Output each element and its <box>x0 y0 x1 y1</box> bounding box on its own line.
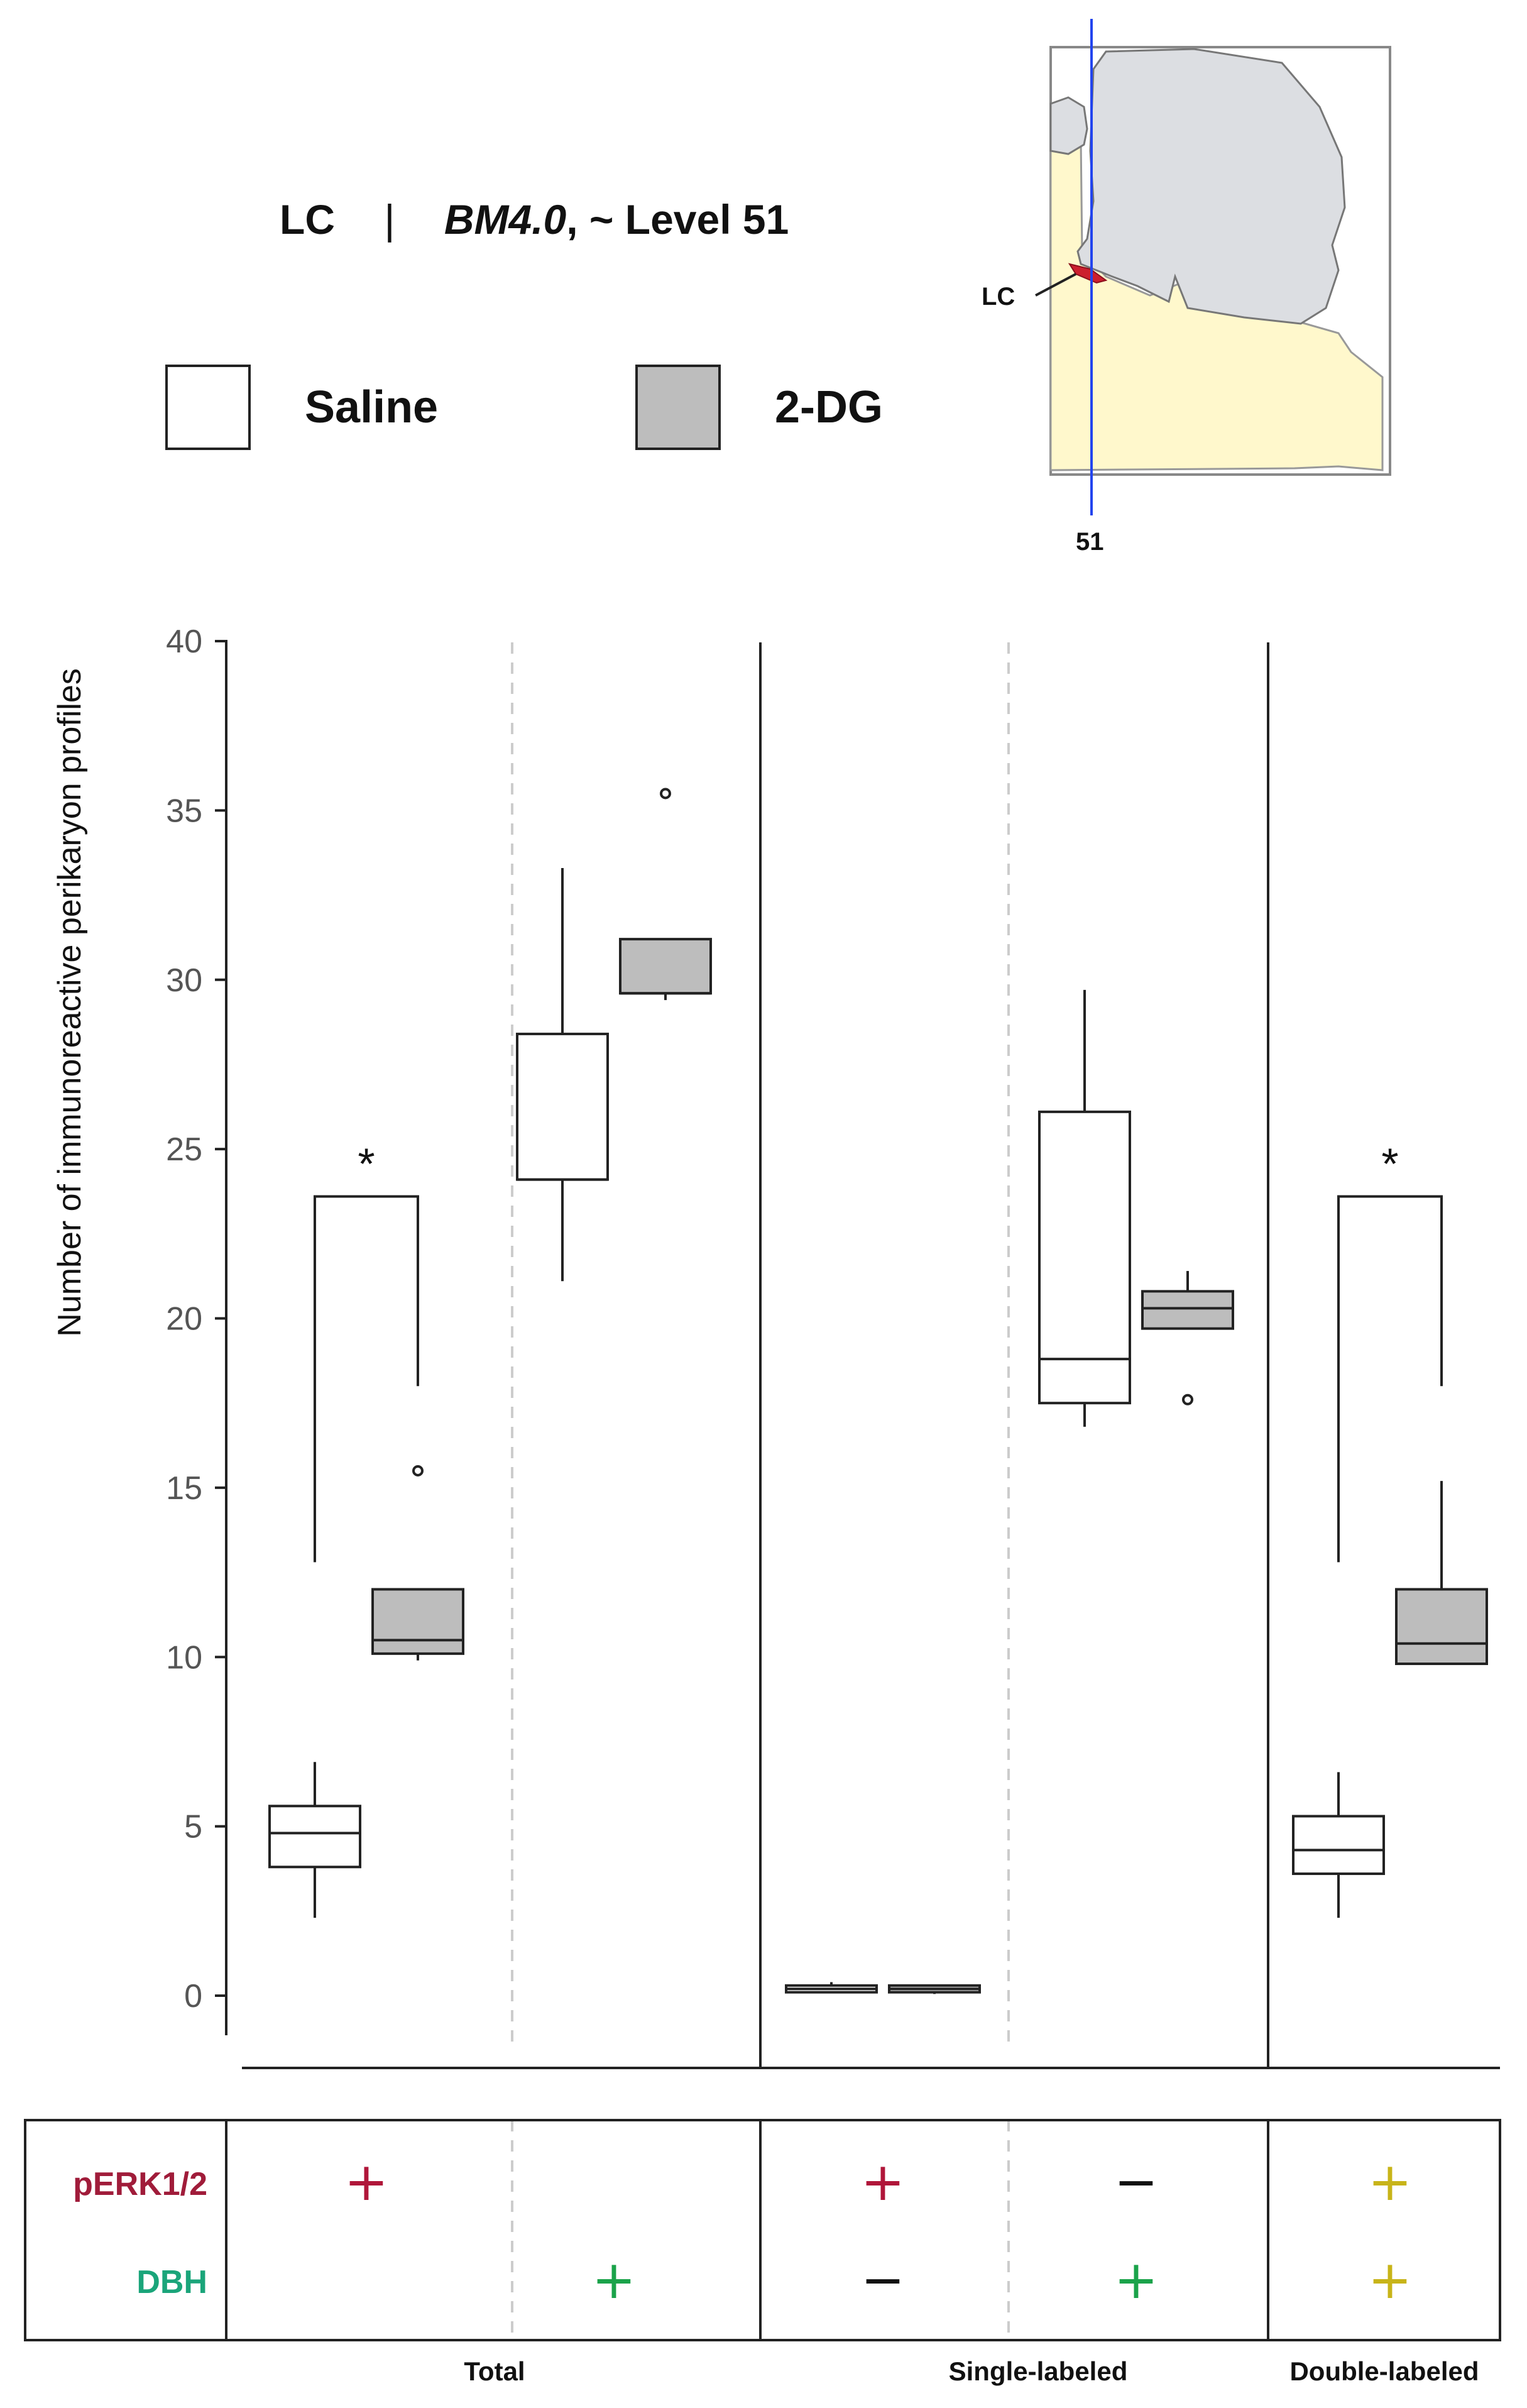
marker-sign: − <box>861 2249 905 2311</box>
outlier-point <box>412 1465 424 1476</box>
box-saline <box>1038 989 1131 1427</box>
significance-asterisk: * <box>358 1140 375 1189</box>
legend: Saline 2-DG <box>165 365 883 450</box>
box-2dg <box>888 1984 981 1994</box>
marker-sign: + <box>861 2151 905 2213</box>
group-label-total: Total <box>464 2356 525 2386</box>
marker-table-frame <box>24 2119 1501 2341</box>
inset-lc-pointer <box>1035 273 1076 297</box>
y-axis-label: Number of immunoreactive perikaryon prof… <box>52 668 88 1337</box>
box-2dg <box>371 1465 464 1661</box>
y-tick-label: 0 <box>184 1978 202 2015</box>
marker-sign: + <box>1114 2249 1158 2311</box>
header-atlas: BM4.0 <box>444 196 567 243</box>
marker-sign: + <box>592 2249 636 2311</box>
boxplot-chart: Number of immunoreactive perikaryon prof… <box>52 624 1500 2340</box>
group-label-single: Single-labeled <box>949 2356 1128 2386</box>
header-title: LC | BM4.0, ~ Level 51 <box>280 196 789 243</box>
box-iqr <box>516 1032 609 1181</box>
marker-sign: − <box>1114 2151 1158 2213</box>
y-axis: 0 5 10 15 20 25 30 35 40 <box>166 624 1500 2069</box>
header-separator: | <box>384 196 395 243</box>
inset-level-label: 51 <box>1076 528 1104 556</box>
significance-bracket <box>314 1195 419 1563</box>
inset-cerebellum <box>1076 48 1346 325</box>
box-iqr <box>1292 1815 1385 1876</box>
box-iqr <box>268 1805 361 1869</box>
box-saline <box>785 1982 878 1994</box>
header-level: , ~ Level 51 <box>566 196 789 243</box>
y-tick-label: 20 <box>166 1301 202 1338</box>
significance-bracket <box>1337 1195 1443 1563</box>
box-saline <box>1292 1772 1385 1918</box>
marker-cells: + + + − − + + + <box>344 2151 1412 2311</box>
boxes-layer <box>268 788 1488 1994</box>
box-iqr <box>1038 1110 1131 1405</box>
box-iqr <box>1141 1290 1234 1330</box>
header-region: LC <box>280 196 335 243</box>
outlier-point <box>660 788 671 800</box>
box-iqr <box>1395 1588 1488 1666</box>
inset-lc-label: LC <box>982 283 1015 311</box>
y-tick-label: 35 <box>166 793 202 829</box>
y-tick-label: 30 <box>166 962 202 999</box>
marker-sign: + <box>1368 2151 1412 2213</box>
legend-swatch-saline <box>165 365 251 450</box>
y-tick-label: 40 <box>166 624 202 660</box>
y-tick-label: 10 <box>166 1639 202 1676</box>
box-saline <box>268 1762 361 1918</box>
significance-layer: * * <box>314 1140 1443 1563</box>
box-iqr <box>619 938 712 995</box>
marker-table: pERK1/2 DBH + + + − − + + + <box>24 2119 1501 2341</box>
box-2dg <box>1141 1271 1234 1405</box>
box-iqr <box>371 1588 464 1655</box>
group-label-double: Double-labeled <box>1289 2356 1479 2386</box>
inset-lobule <box>1049 96 1088 155</box>
box-2dg <box>1395 1481 1488 1666</box>
legend-label-2dg: 2-DG <box>775 382 883 432</box>
row-label-perk: pERK1/2 <box>73 2166 207 2202</box>
panel-separators <box>225 642 1269 2340</box>
outlier-point <box>1182 1394 1193 1405</box>
legend-label-saline: Saline <box>305 382 438 432</box>
marker-sign: + <box>344 2151 388 2213</box>
box-2dg <box>619 788 712 1001</box>
y-tick-label: 25 <box>166 1131 202 1168</box>
inset-lc-region <box>1068 263 1108 284</box>
significance-asterisk: * <box>1381 1140 1398 1189</box>
y-tick-label: 15 <box>166 1470 202 1507</box>
row-label-dbh: DBH <box>136 2264 207 2301</box>
y-tick-label: 5 <box>184 1809 202 1845</box>
atlas-inset: LC 51 <box>982 19 1391 556</box>
legend-swatch-2dg <box>635 365 721 450</box>
box-saline <box>516 867 609 1282</box>
marker-sign: + <box>1368 2249 1412 2311</box>
